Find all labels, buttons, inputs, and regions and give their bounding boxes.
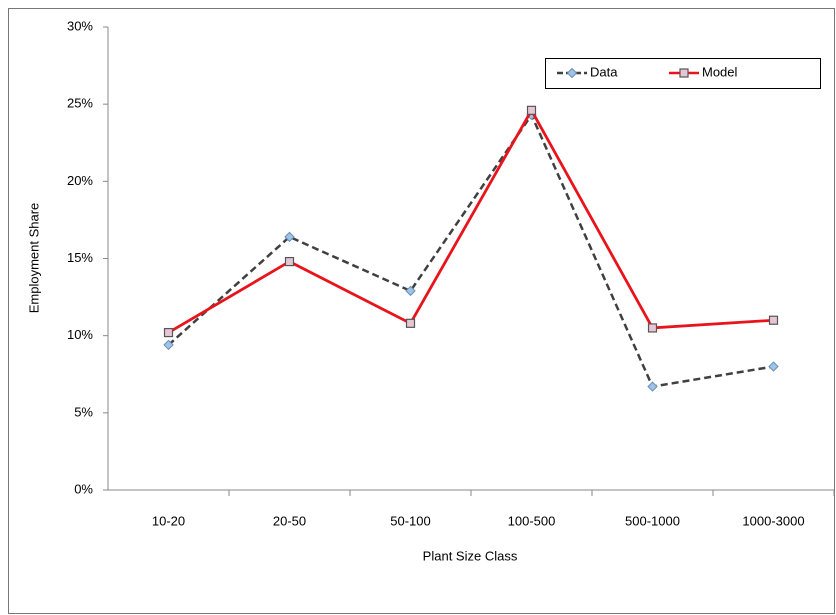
data-point — [647, 381, 658, 392]
x-tick-label: 10-20 — [152, 513, 185, 528]
x-tick-label: 50-100 — [390, 513, 430, 528]
y-tick-label: 0% — [74, 481, 93, 496]
y-tick-label: 30% — [67, 18, 93, 33]
legend-label: Model — [702, 64, 738, 79]
data-point — [768, 315, 779, 325]
data-point — [284, 231, 295, 243]
data-point — [526, 105, 537, 115]
x-tick-label: 1000-3000 — [742, 513, 804, 528]
legend-marker — [566, 67, 578, 79]
series-line — [167, 112, 774, 388]
data-point — [163, 339, 174, 351]
x-tick-label: 500-1000 — [625, 513, 680, 528]
y-tick-label: 20% — [67, 173, 93, 188]
data-point — [768, 361, 779, 372]
y-tick-label: 15% — [67, 250, 93, 265]
series-line — [167, 107, 774, 334]
data-point — [163, 327, 174, 338]
data-point — [647, 323, 658, 333]
legend-label: Data — [590, 64, 618, 79]
data-point — [405, 285, 416, 297]
data-point — [284, 256, 295, 267]
x-tick-label: 20-50 — [273, 513, 306, 528]
chart-frame — [8, 8, 835, 614]
x-tick-label: 100-500 — [508, 513, 556, 528]
y-tick-label: 10% — [67, 327, 93, 342]
y-tick-label: 25% — [67, 96, 93, 111]
x-axis-title: Plant Size Class — [423, 548, 518, 563]
legend-marker — [679, 68, 689, 78]
y-axis-title: Employment Share — [26, 203, 41, 314]
data-point — [405, 318, 416, 328]
y-tick-label: 5% — [74, 404, 93, 419]
